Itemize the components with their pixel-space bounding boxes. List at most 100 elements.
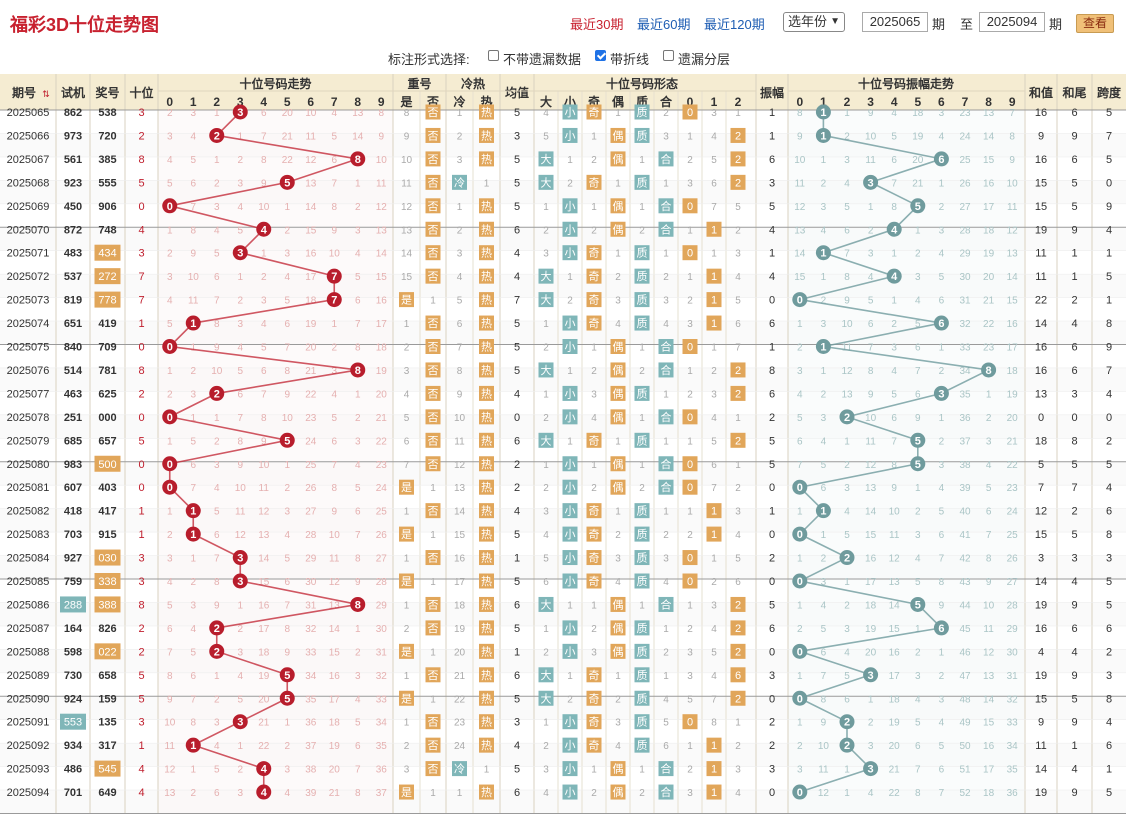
header-repeat: 重号 bbox=[407, 76, 431, 91]
amp-cell: 0 bbox=[769, 787, 775, 799]
shape-cell: 奇 bbox=[589, 692, 600, 705]
tail-cell: 6 bbox=[1071, 365, 1077, 377]
repeat-omission: 1 bbox=[430, 788, 436, 799]
shape-mod-cell: 2 bbox=[735, 177, 741, 189]
trend-omission: 13 bbox=[329, 600, 341, 611]
amp-omission: 3 bbox=[915, 272, 921, 283]
amp-omission: 6 bbox=[939, 530, 945, 541]
header-trial: 试机 bbox=[61, 85, 85, 100]
hotcold-omission: 15 bbox=[454, 530, 466, 541]
trend-ball bbox=[232, 245, 248, 261]
amp-omission: 36 bbox=[1007, 788, 1019, 799]
checkbox-polyline[interactable] bbox=[595, 50, 606, 61]
amp-omission: 1 bbox=[868, 202, 874, 213]
checkbox-no-omission[interactable] bbox=[488, 50, 499, 61]
checkbox-layered[interactable] bbox=[663, 50, 674, 61]
year-select[interactable]: 选年份 ▼ bbox=[783, 12, 845, 32]
hotcold-cell-box bbox=[479, 667, 494, 683]
repeat-cell-box bbox=[425, 104, 441, 120]
sum-cell: 11 bbox=[1035, 271, 1046, 283]
shape-cell: 偶 bbox=[613, 341, 624, 354]
shape-omission: 5 bbox=[711, 436, 717, 447]
amp-omission: 36 bbox=[959, 413, 971, 424]
amp-omission: 7 bbox=[868, 343, 874, 354]
trend-omission: 3 bbox=[190, 600, 196, 611]
amp-omission: 5 bbox=[844, 530, 850, 541]
trend-ball bbox=[185, 526, 201, 542]
repeat-cell-box bbox=[425, 362, 441, 378]
amp-omission: 16 bbox=[889, 647, 901, 658]
tens-cell: 2 bbox=[138, 130, 144, 142]
amp-omission: 15 bbox=[865, 530, 877, 541]
shape-omission: 2 bbox=[591, 225, 597, 236]
header-trend-digit: 6 bbox=[307, 95, 314, 109]
shape-omission: 2 bbox=[615, 530, 621, 541]
amp-omission: 48 bbox=[959, 694, 971, 705]
issue-cell: 2025092 bbox=[7, 740, 50, 752]
shape-cell-box bbox=[586, 245, 602, 261]
trend-omission: 4 bbox=[214, 225, 220, 236]
trend-omission: 4 bbox=[237, 343, 243, 354]
trend-omission: 9 bbox=[237, 460, 243, 471]
hotcold-omission: 1 bbox=[457, 108, 463, 119]
amp-cell: 3 bbox=[769, 670, 775, 682]
shape-omission: 5 bbox=[735, 554, 741, 565]
trend-omission: 6 bbox=[331, 155, 337, 166]
issue-cell: 2025071 bbox=[7, 248, 50, 260]
range-recent-60[interactable]: 最近60期 bbox=[637, 17, 691, 32]
shape-cell-box bbox=[610, 221, 626, 237]
shape-mod-cell: 1 bbox=[711, 224, 717, 236]
trend-ball bbox=[279, 174, 295, 190]
shape-cell-box bbox=[610, 198, 626, 214]
shape-omission: 3 bbox=[687, 647, 693, 658]
issue-cell: 2025093 bbox=[7, 764, 50, 776]
header-trend: 十位号码走势 bbox=[239, 76, 311, 91]
issue-cell: 2025090 bbox=[7, 693, 50, 705]
header-trend-digit: 7 bbox=[331, 95, 338, 109]
amp-cell: 1 bbox=[769, 506, 775, 518]
trend-omission: 22 bbox=[258, 741, 270, 752]
amp-omission: 4 bbox=[939, 483, 945, 494]
trend-omission: 1 bbox=[355, 178, 361, 189]
shape-mod-cell-box bbox=[682, 573, 698, 589]
amp-omission: 2 bbox=[915, 249, 921, 260]
trend-omission: 18 bbox=[376, 343, 388, 354]
shape-mod-cell: 0 bbox=[687, 412, 693, 424]
shape-omission: 8 bbox=[711, 718, 717, 729]
trend-omission: 6 bbox=[167, 624, 173, 635]
repeat-cell: 否 bbox=[428, 177, 439, 189]
to-issue-input[interactable]: 2025094 bbox=[979, 12, 1045, 32]
amp-omission: 1 bbox=[821, 272, 827, 283]
shape-omission: 5 bbox=[711, 647, 717, 658]
issue-cell: 2025085 bbox=[7, 576, 50, 588]
header-trend-digit: 1 bbox=[190, 95, 197, 109]
from-issue-input[interactable]: 2025065 bbox=[862, 12, 928, 32]
trend-omission: 3 bbox=[355, 436, 361, 447]
repeat-omission: 1 bbox=[404, 718, 410, 729]
trend-ball bbox=[185, 737, 201, 753]
header-prize: 奖号 bbox=[95, 85, 119, 100]
range-recent-120[interactable]: 最近120期 bbox=[704, 17, 765, 32]
shape-cell: 质 bbox=[637, 247, 648, 260]
shape-omission: 1 bbox=[543, 319, 549, 330]
trend-omission: 5 bbox=[331, 413, 337, 424]
tens-cell: 0 bbox=[138, 482, 144, 494]
hotcold-cell: 热 bbox=[481, 317, 492, 330]
trend-omission: 5 bbox=[167, 600, 173, 611]
prize-cell-box bbox=[94, 760, 121, 777]
shape-omission: 2 bbox=[567, 694, 573, 705]
shape-omission: 7 bbox=[711, 694, 717, 705]
query-button[interactable]: 查看 bbox=[1076, 14, 1114, 33]
sum-cell: 16 bbox=[1035, 154, 1047, 166]
trend-omission: 35 bbox=[305, 694, 317, 705]
shape-cell: 奇 bbox=[589, 247, 600, 260]
trial-cell-box bbox=[60, 713, 86, 730]
shape-omission: 2 bbox=[687, 155, 693, 166]
range-recent-30[interactable]: 最近30期 bbox=[570, 17, 624, 32]
tens-cell: 3 bbox=[138, 717, 144, 729]
shape-omission: 3 bbox=[711, 600, 717, 611]
amp-omission: 2 bbox=[986, 413, 992, 424]
trial-cell: 553 bbox=[64, 717, 82, 729]
trend-omission: 1 bbox=[237, 272, 243, 283]
shape-cell: 小 bbox=[565, 200, 576, 213]
